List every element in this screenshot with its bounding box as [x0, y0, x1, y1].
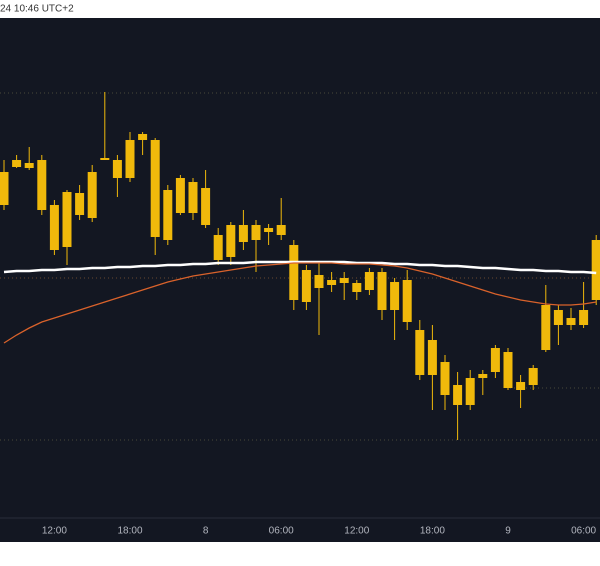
- candle-body: [75, 193, 85, 215]
- plot-background: [0, 18, 600, 542]
- x-tick-label: 18:00: [117, 526, 142, 537]
- candle-body: [591, 240, 600, 300]
- candle-body: [301, 270, 311, 302]
- candle-body: [138, 134, 148, 140]
- candle-body: [427, 340, 437, 375]
- candle-body: [516, 382, 526, 390]
- candle-body: [553, 310, 563, 325]
- candle-body: [264, 228, 274, 232]
- candle-body: [566, 318, 576, 325]
- candle-body: [150, 140, 160, 237]
- candle-body: [377, 272, 387, 310]
- candle-body: [163, 190, 173, 240]
- x-tick-label: 12:00: [42, 526, 67, 537]
- candle-body: [453, 385, 463, 405]
- candle-body: [125, 140, 135, 178]
- candle-body: [478, 374, 488, 378]
- candle-body: [24, 163, 34, 168]
- candle-body: [49, 205, 59, 250]
- candle-body: [226, 225, 236, 257]
- candle-body: [87, 172, 97, 218]
- candle-body: [213, 235, 223, 260]
- candle-body: [12, 160, 22, 167]
- candle-body: [188, 182, 198, 213]
- candle-body: [112, 160, 122, 178]
- candle-body: [541, 305, 551, 350]
- candle-body: [175, 178, 185, 213]
- candle-body: [37, 160, 47, 210]
- candle-body: [528, 368, 538, 385]
- moving-average-line: [3, 260, 597, 275]
- candle-body: [327, 280, 337, 285]
- moving-average-line: [3, 262, 597, 344]
- candle-body: [503, 352, 513, 388]
- candle-body: [251, 225, 261, 240]
- x-tick-label: 9: [505, 526, 511, 537]
- x-tick-label: 8: [203, 526, 209, 537]
- candle-body: [62, 192, 72, 247]
- candle-body: [490, 348, 500, 372]
- candle-body: [100, 158, 110, 160]
- candle-body: [0, 172, 9, 205]
- x-tick-label: 06:00: [269, 526, 294, 537]
- candle-body: [276, 225, 286, 235]
- candle-body: [289, 245, 299, 300]
- candle-body: [314, 275, 324, 288]
- candle-body: [402, 280, 412, 322]
- candle-body: [415, 330, 425, 375]
- x-tick-label: 06:00: [571, 526, 596, 537]
- header-bar: [0, 0, 600, 18]
- candle-body: [352, 283, 362, 292]
- x-tick-label: 18:00: [420, 526, 445, 537]
- candle-body: [465, 378, 475, 405]
- candle-body: [339, 278, 349, 283]
- timestamp: 24 10:46 UTC+2: [0, 4, 74, 15]
- candle-body: [201, 188, 211, 225]
- candle-body: [579, 310, 589, 325]
- candle-body: [390, 282, 400, 310]
- candle-body: [238, 225, 248, 242]
- x-tick-label: 12:00: [344, 526, 369, 537]
- candle-body: [364, 272, 374, 290]
- candle-body: [440, 362, 450, 395]
